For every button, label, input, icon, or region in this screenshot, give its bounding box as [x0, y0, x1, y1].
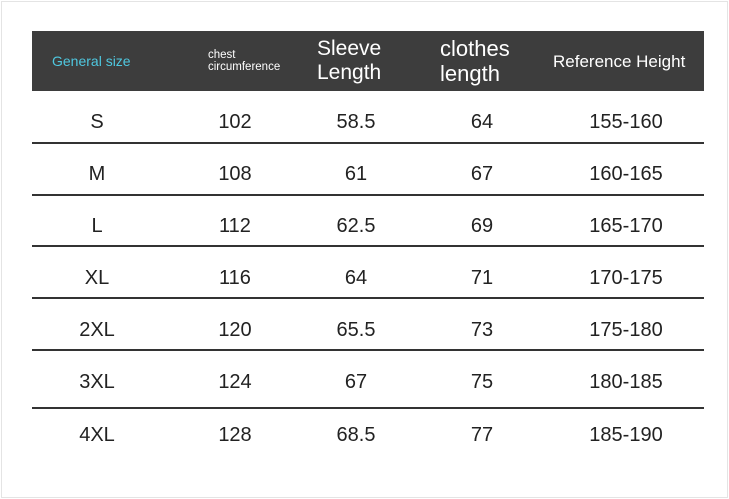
table-cell: M [88, 162, 106, 185]
table-cell: 155-160 [589, 110, 663, 133]
table-cell: 73 [470, 318, 494, 341]
table-cell: 69 [470, 214, 494, 237]
table-row: M 108 61 67 160-165 [32, 148, 704, 200]
table-cell: 71 [470, 266, 494, 289]
row-divider [32, 349, 704, 351]
table-cell: 67 [344, 370, 368, 393]
table-cell: 3XL [79, 370, 115, 393]
table-cell: 77 [470, 423, 494, 446]
table-cell: L [91, 214, 103, 237]
table-row: 2XL 120 65.5 73 175-180 [32, 304, 704, 356]
table-cell: 116 [219, 266, 251, 289]
table-row: S 102 58.5 64 155-160 [32, 96, 704, 148]
table-cell: 180-185 [589, 370, 663, 393]
table-cell: 108 [218, 162, 252, 185]
table-cell: 170-175 [589, 266, 663, 289]
table-cell: 67 [470, 162, 494, 185]
table-cell: 124 [218, 370, 252, 393]
table-cell: 4XL [79, 423, 115, 446]
table-cell: 61 [344, 162, 368, 185]
header-sleeve-length: Sleeve Length [317, 37, 382, 84]
table-cell: 102 [218, 110, 252, 133]
row-divider [32, 194, 704, 196]
header-clothes-length: clothes length [440, 36, 510, 86]
table-cell: 128 [218, 423, 252, 446]
table-cell: 120 [218, 318, 252, 341]
row-divider [32, 142, 704, 144]
table-row: 4XL 128 68.5 77 185-190 [32, 409, 704, 461]
table-header: General size chest circumference Sleeve … [32, 31, 704, 91]
header-general-size: General size [52, 53, 131, 69]
table-cell: 175-180 [589, 318, 663, 341]
table-cell: 112 [219, 214, 251, 237]
table-cell: 65.5 [336, 318, 376, 341]
table-cell: 165-170 [589, 214, 663, 237]
row-divider [32, 407, 704, 409]
table-cell: 64 [344, 266, 368, 289]
row-divider [32, 297, 704, 299]
table-row: L 112 62.5 69 165-170 [32, 200, 704, 252]
table-row: XL 116 64 71 170-175 [32, 252, 704, 304]
table-cell: 160-165 [589, 162, 663, 185]
row-divider [32, 245, 704, 247]
header-chest-circumference: chest circumference [208, 49, 281, 73]
table-cell: 64 [470, 110, 494, 133]
table-cell: 2XL [79, 318, 115, 341]
table-row: 3XL 124 67 75 180-185 [32, 356, 704, 408]
table-cell: 75 [470, 370, 494, 393]
header-reference-height: Reference Height [553, 51, 686, 71]
table-cell: S [90, 110, 104, 133]
table-cell: XL [84, 266, 110, 289]
table-cell: 58.5 [336, 110, 376, 133]
table-cell: 62.5 [336, 214, 376, 237]
table-cell: 68.5 [336, 423, 376, 446]
table-cell: 185-190 [589, 423, 663, 446]
